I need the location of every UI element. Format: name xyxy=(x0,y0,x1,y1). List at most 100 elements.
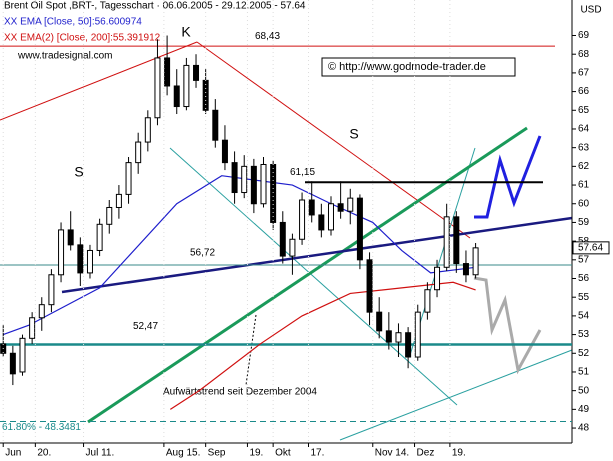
y-tick-label: 59 xyxy=(578,217,590,228)
candle-body xyxy=(356,197,363,261)
trend-lines xyxy=(0,41,573,441)
candle-body xyxy=(299,199,306,240)
y-tick-label: 64 xyxy=(578,124,590,135)
candle-body xyxy=(289,238,296,257)
y-tick-label: 55 xyxy=(578,292,590,303)
candle-body xyxy=(106,206,113,225)
candle-body xyxy=(241,165,248,194)
legend-entry: XX EMA [Close, 50]:56.600974 xyxy=(4,17,142,28)
candle-body xyxy=(395,332,402,343)
y-tick-label: 66 xyxy=(578,86,590,97)
x-tick-label: 17. xyxy=(310,448,324,459)
y-tick-label: 50 xyxy=(578,385,590,396)
y-tick-label: 49 xyxy=(578,404,590,415)
candle-body xyxy=(77,244,84,274)
y-tick-label: 69 xyxy=(578,30,590,41)
y-tick-label: 53 xyxy=(578,329,590,340)
level-label: 61,15 xyxy=(290,167,315,178)
candle-body xyxy=(67,229,74,246)
ema-line xyxy=(169,281,476,410)
candle-body xyxy=(318,214,325,231)
candle-body xyxy=(29,317,36,339)
candle-body xyxy=(270,163,277,223)
trend-line xyxy=(61,216,573,294)
legend-entry: XX EMA(2) [Close, 200]:55.391912 xyxy=(4,33,161,44)
y-tick-label: 65 xyxy=(578,105,590,116)
projection-down xyxy=(473,276,542,375)
y-tick-label: 68 xyxy=(578,49,590,60)
plot xyxy=(0,35,572,423)
candle-body xyxy=(115,193,122,208)
candle-body xyxy=(337,203,344,212)
annotation: S xyxy=(349,126,358,142)
y-tick-label: 57 xyxy=(578,254,590,265)
x-tick-label: Jun xyxy=(5,448,21,459)
level-label: 52,47 xyxy=(133,321,158,332)
candle-body xyxy=(154,57,161,119)
candle-body xyxy=(414,311,421,358)
candle-body xyxy=(58,229,65,276)
candle-body xyxy=(308,199,315,216)
y-tick-label: 58 xyxy=(578,236,590,247)
ema-line xyxy=(3,175,476,336)
source: www.tradesignal.com xyxy=(17,51,112,62)
candle-body xyxy=(327,203,334,231)
candle-body xyxy=(144,117,151,143)
projection-up xyxy=(474,135,542,219)
candle-body xyxy=(9,352,16,375)
x-tick-label: 20. xyxy=(37,448,51,459)
annotation: Aufwärtstrend seit Dezember 2004 xyxy=(163,387,317,398)
candle-body xyxy=(366,259,373,313)
y-tick-label: 56 xyxy=(578,273,590,284)
candle-body xyxy=(164,57,171,87)
y-tick-label: 62 xyxy=(578,161,590,172)
candle-body xyxy=(193,64,200,81)
last-price: 57.64 xyxy=(578,242,603,253)
trend-line xyxy=(0,41,198,121)
trend-line xyxy=(339,349,573,441)
candle-body xyxy=(279,221,286,257)
candle-body xyxy=(48,274,55,306)
candle-body xyxy=(250,165,257,205)
y-tick-label: 51 xyxy=(578,367,590,378)
x-tick-label: 19. xyxy=(452,448,466,459)
chart-title: Brent Oil Spot ,BRT-, Tagesschart · 06.0… xyxy=(4,1,306,12)
trend-line xyxy=(87,126,528,424)
candle-body xyxy=(221,139,228,164)
trend-line xyxy=(169,147,458,406)
y-tick-label: 61 xyxy=(578,180,590,191)
candle-body xyxy=(183,64,190,108)
candle-body xyxy=(405,332,412,358)
level-label: 56,72 xyxy=(190,248,215,259)
x-tick-label: 19. xyxy=(249,448,263,459)
candle-body xyxy=(385,330,392,343)
candle-body xyxy=(212,109,219,141)
level-label: 68,43 xyxy=(255,31,280,42)
copyright: © http://www.godmode-trader.de xyxy=(328,61,486,73)
candle-body xyxy=(96,223,103,251)
x-tick-label: Sep xyxy=(208,448,226,459)
copyright-box xyxy=(321,57,516,77)
y-tick-label: 63 xyxy=(578,142,590,153)
y-unit: USD xyxy=(580,5,601,16)
annotation: K xyxy=(181,24,191,40)
candle-body xyxy=(453,216,460,265)
candle-body xyxy=(173,85,180,108)
x-tick-label: Aug 15. xyxy=(166,448,200,459)
candle-body xyxy=(434,266,441,291)
candle-body xyxy=(462,263,469,276)
candle-body xyxy=(86,249,93,274)
y-tick-label: 54 xyxy=(578,311,590,322)
candle-body xyxy=(125,162,132,195)
y-tick-label: 48 xyxy=(578,423,590,434)
candle-body xyxy=(424,289,431,313)
candle-body xyxy=(376,311,383,332)
candle-body xyxy=(260,163,267,205)
candle-body xyxy=(472,247,479,276)
candle-body xyxy=(135,141,142,164)
trend-line xyxy=(196,41,471,239)
y-tick-label: 67 xyxy=(578,68,590,79)
candle-body xyxy=(19,337,26,373)
x-tick-label: Nov 14. xyxy=(375,448,409,459)
